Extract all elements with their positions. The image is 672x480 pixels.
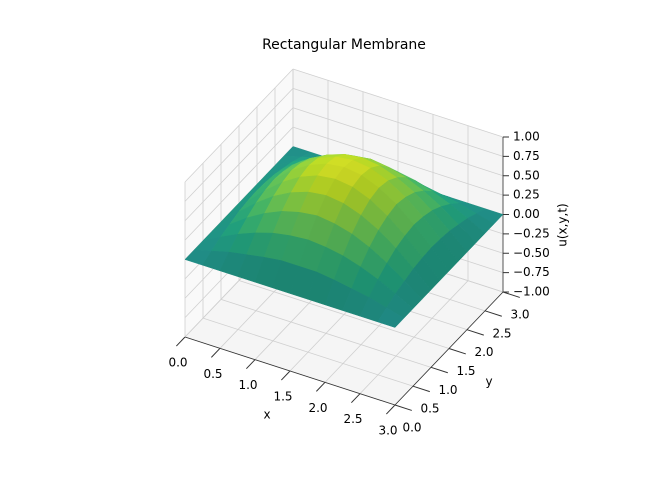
- y-tick-label: 2.0: [474, 345, 493, 359]
- surface-face: [377, 307, 405, 328]
- tick-mark: [466, 329, 484, 336]
- tick-mark: [280, 370, 291, 381]
- z-tick-label: −0.25: [513, 226, 550, 240]
- axis-line: [394, 291, 504, 406]
- x-tick-label: 2.0: [308, 401, 327, 415]
- y-tick-label: 0.0: [402, 421, 421, 435]
- z-tick-label: 0.50: [513, 168, 540, 182]
- x-tick-label: 0.0: [168, 356, 187, 370]
- x-tick-label: 3.0: [378, 424, 397, 438]
- tick-mark: [385, 404, 396, 415]
- grid-line: [220, 298, 432, 368]
- z-tick-label: 0.00: [513, 207, 540, 221]
- z-tick-label: 0.25: [513, 188, 540, 202]
- tick-mark: [412, 385, 430, 393]
- x-tick-label: 1.5: [273, 390, 292, 404]
- tick-mark: [394, 404, 412, 411]
- x-tick-label: 0.5: [203, 367, 222, 381]
- y-tick-label: 1.0: [438, 383, 457, 397]
- grid-line: [292, 126, 504, 196]
- tick-mark: [448, 348, 466, 355]
- x-tick-label: 2.5: [343, 412, 362, 426]
- tick-mark: [210, 347, 221, 358]
- grid-line: [292, 87, 504, 157]
- x-axis-label: x: [263, 408, 270, 422]
- y-tick-label: 3.0: [510, 308, 529, 322]
- x-tick-label: 1.0: [238, 378, 257, 392]
- tick-mark: [484, 310, 502, 317]
- z-tick-label: −0.50: [513, 246, 550, 260]
- grid-line: [202, 317, 414, 387]
- grid-line: [184, 68, 294, 183]
- grid-line: [184, 126, 294, 241]
- z-tick-label: −0.75: [513, 265, 550, 279]
- tick-mark: [175, 336, 186, 347]
- y-axis-label: y: [485, 375, 492, 389]
- tick-mark: [430, 366, 448, 374]
- y-tick-label: 2.5: [492, 326, 511, 340]
- grid-line: [184, 107, 294, 222]
- grid-line: [292, 68, 504, 138]
- z-tick-label: 0.75: [513, 149, 540, 163]
- tick-mark: [245, 359, 256, 370]
- axis-line: [184, 336, 396, 406]
- z-tick-label: 1.00: [513, 130, 540, 144]
- tick-mark: [502, 291, 520, 298]
- y-tick-label: 0.5: [420, 402, 439, 416]
- tick-mark: [315, 381, 326, 392]
- grid-line: [292, 107, 504, 177]
- grid-line: [238, 280, 450, 349]
- tick-mark: [350, 393, 361, 404]
- y-tick-label: 1.5: [456, 364, 475, 378]
- z-axis-label: u(x,y,t): [556, 203, 570, 247]
- chart-title: Rectangular Membrane: [262, 37, 426, 53]
- grid-line: [184, 88, 294, 202]
- z-tick-label: −1.00: [513, 285, 550, 299]
